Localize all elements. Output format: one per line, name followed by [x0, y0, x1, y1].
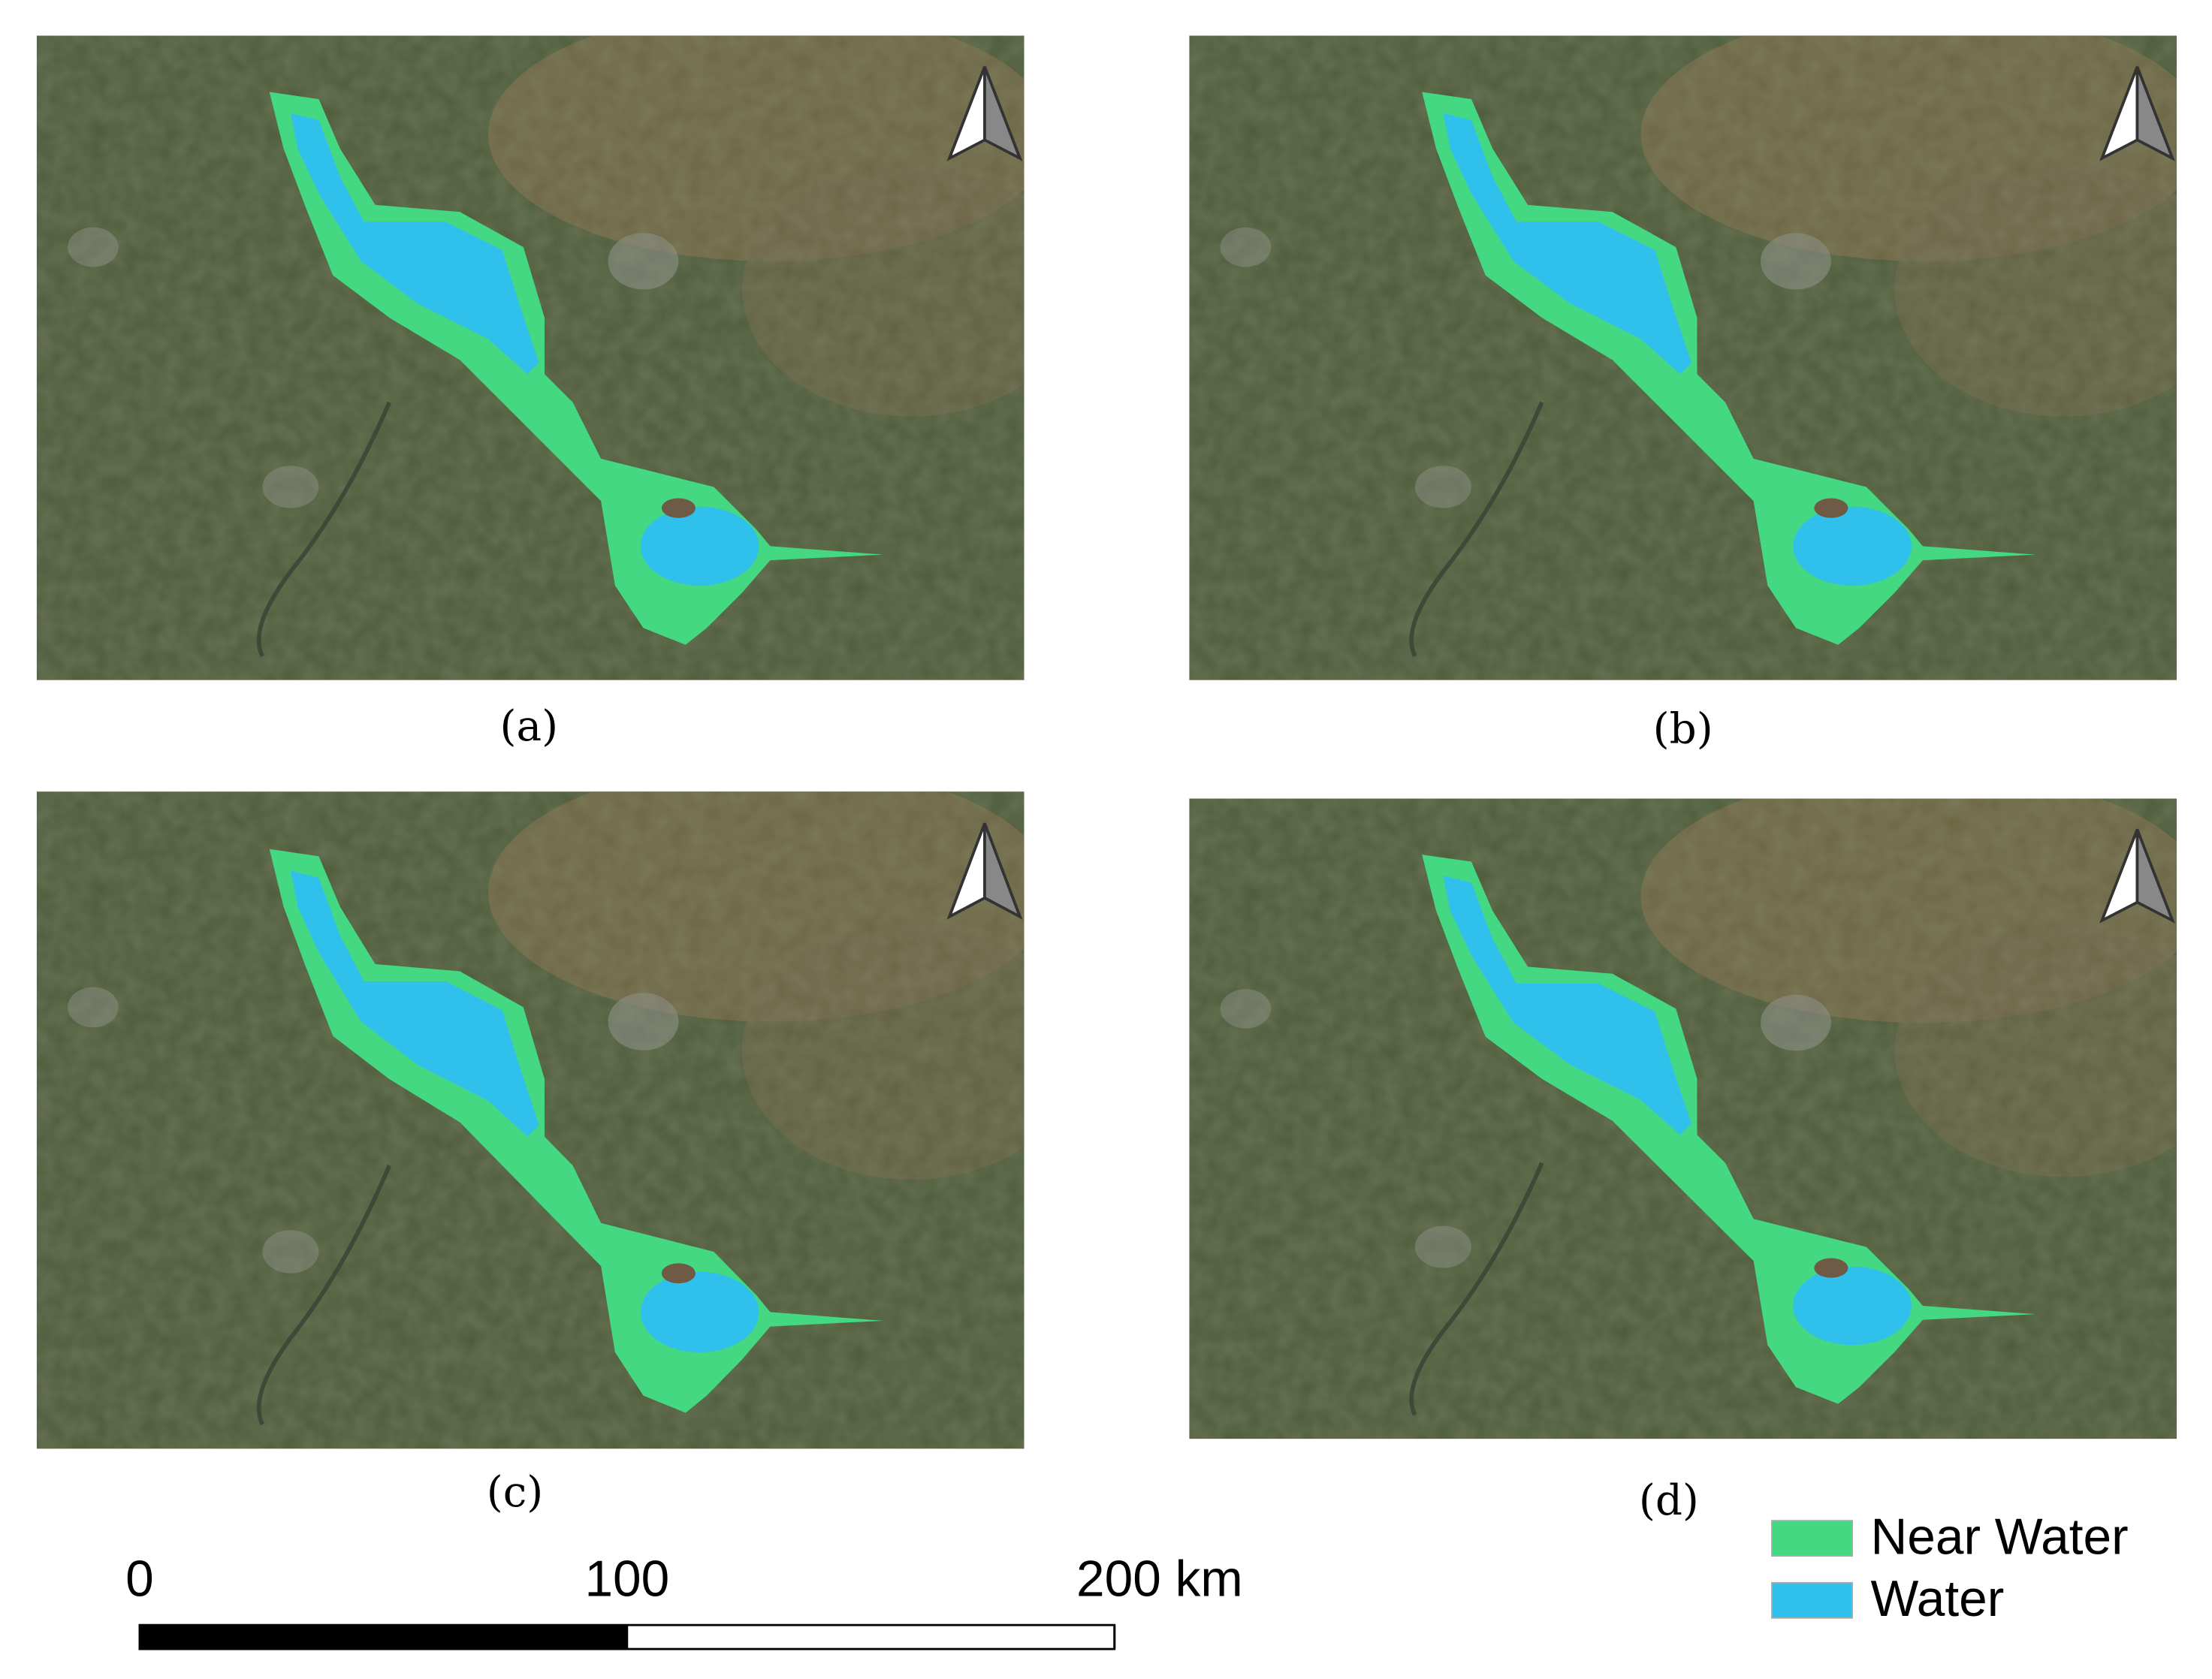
map-panel: [1189, 770, 2212, 1439]
legend-label: Water: [1870, 1571, 2004, 1627]
scale-label: 0: [125, 1551, 154, 1608]
scale-bar: 0 100 200 km: [125, 1551, 1243, 1650]
panel-label: (c): [487, 1468, 544, 1517]
map-panel: [1189, 8, 2212, 680]
map-panel: [37, 8, 1081, 680]
panel-label: (b): [1653, 705, 1713, 754]
legend-swatch: [1771, 1520, 1854, 1557]
scale-bar-segment: [139, 1625, 627, 1650]
scale-label: 100: [584, 1551, 669, 1608]
legend: Near Water Water: [1771, 1509, 2129, 1627]
panel-label: (a): [500, 702, 559, 751]
scale-label: 200 km: [1076, 1551, 1243, 1608]
legend-swatch: [1771, 1581, 1854, 1619]
map-panel: [37, 763, 1081, 1449]
legend-label: Near Water: [1870, 1509, 2128, 1565]
panel-label: (d): [1639, 1476, 1699, 1525]
